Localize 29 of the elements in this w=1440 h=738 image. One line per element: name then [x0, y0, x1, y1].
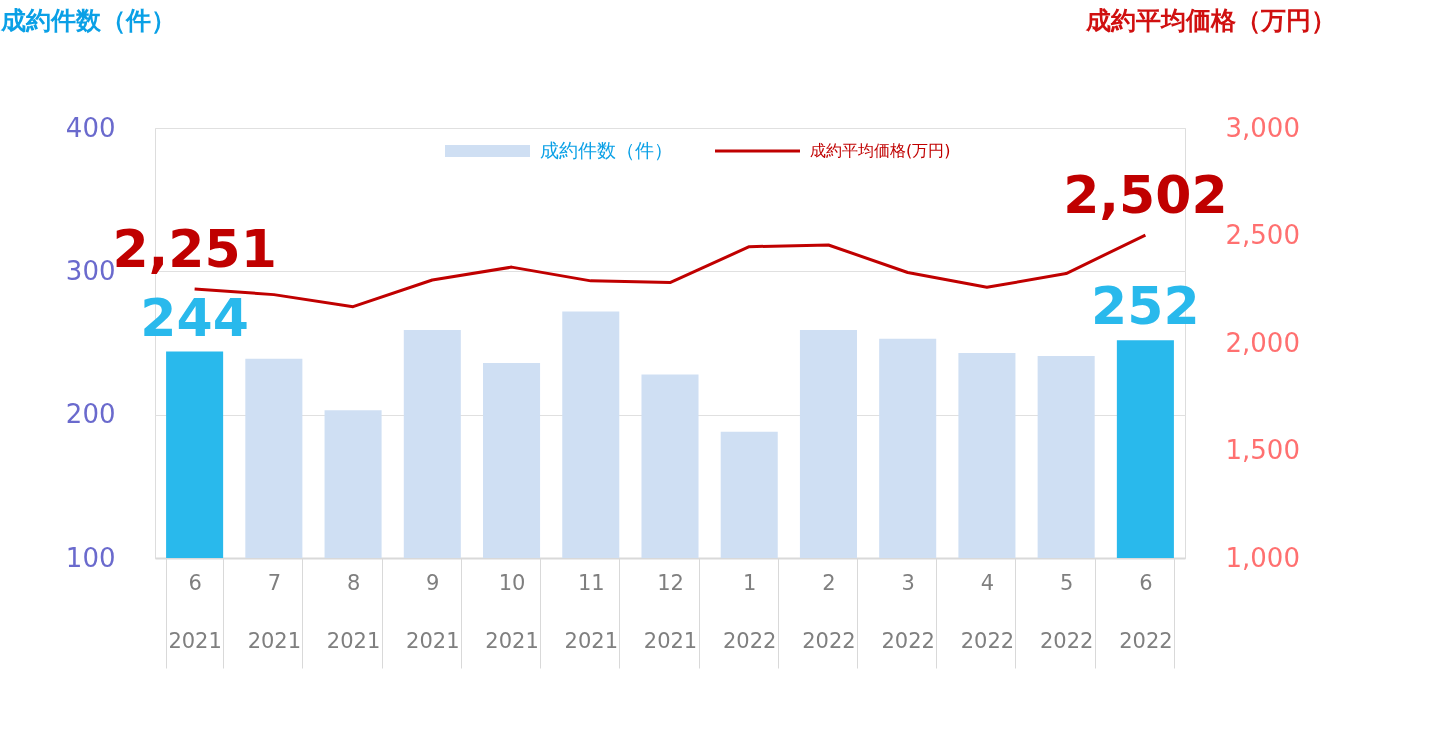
y2-axis-title: 成約平均価格（万円） — [1084, 5, 1336, 35]
y-tick-label: 100 — [65, 542, 116, 573]
category-label: 4 2022 — [960, 570, 1015, 653]
category-label: 3 2022 — [881, 570, 935, 653]
y2-tick-label: 3,000 — [1225, 112, 1300, 143]
category-label: 1 2022 — [723, 570, 777, 653]
category-label: 6 2021 — [168, 570, 222, 653]
category-label: 2 2022 — [802, 570, 856, 653]
y2-tick-label: 1,500 — [1225, 435, 1300, 465]
category-label: 10 2021 — [485, 570, 539, 653]
category-label: 9 2021 — [406, 570, 460, 653]
category-label: 12 2021 — [643, 570, 698, 653]
legend-label: 成約件数（件） — [540, 139, 673, 161]
y2-tick-label: 2,000 — [1225, 327, 1300, 358]
y2-tick-label: 1,000 — [1225, 542, 1300, 573]
y-tick-label: 300 — [65, 255, 116, 286]
y2-tick-label: 2,500 — [1225, 220, 1300, 250]
category-label: 7 2021 — [247, 570, 302, 653]
category-label: 8 2021 — [326, 570, 381, 653]
category-label: 5 2022 — [1039, 570, 1094, 653]
y-axis-title: 成約件数（件） — [0, 5, 176, 35]
y-tick-label: 200 — [65, 399, 116, 430]
category-label: 6 2022 — [1119, 570, 1173, 653]
data-label: 2,502 — [1063, 165, 1228, 226]
y-tick-label: 400 — [65, 112, 116, 143]
data-label: 252 — [1091, 276, 1200, 337]
category-label: 11 2021 — [564, 570, 618, 653]
data-label: 244 — [140, 287, 249, 348]
text: 成約平均価格(万円) — [810, 141, 951, 160]
